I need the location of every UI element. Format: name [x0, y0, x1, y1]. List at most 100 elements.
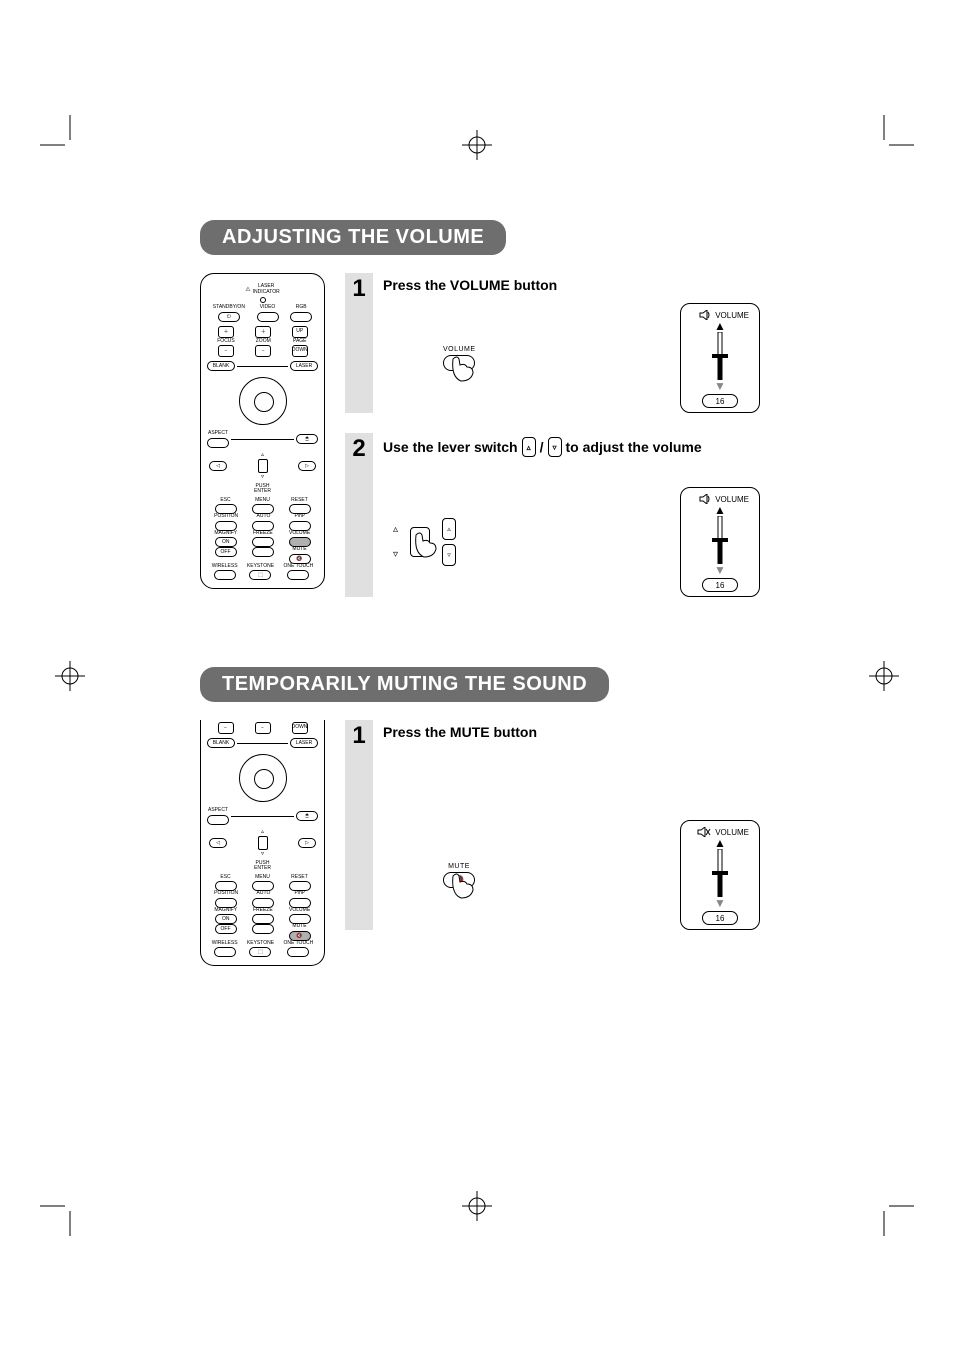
hand-icon	[449, 872, 485, 902]
step-mute: 1 Press the MUTE button MUTE 🔇	[345, 720, 760, 930]
remote-btn	[287, 947, 309, 957]
section-title-volume: ADJUSTING THE VOLUME	[200, 220, 506, 255]
speaker-icon	[699, 494, 711, 504]
remote-btn: ON	[215, 537, 237, 547]
remote-btn	[289, 898, 311, 908]
remote-btn: ⬚	[249, 947, 271, 957]
up-triangle-icon: ▵	[393, 524, 398, 535]
speaker-muted-icon	[697, 827, 711, 837]
up-arrow-icon: ▲	[714, 837, 726, 849]
remote-btn: −	[218, 722, 234, 734]
osd-value: 16	[702, 911, 738, 925]
step-2: 2 Use the lever switch ▵ / ▿ to adjust t…	[345, 433, 760, 597]
mute-button-illustration: MUTE 🔇	[443, 863, 475, 888]
volume-slider	[710, 849, 730, 897]
remote-btn	[215, 898, 237, 908]
remote-btn: −	[255, 345, 271, 357]
remote-btn	[257, 312, 279, 322]
remote-btn	[289, 521, 311, 531]
remote-btn: ＋	[255, 326, 271, 338]
remote-btn: BLANK	[207, 361, 235, 371]
lever-illustration: ▵▿ ▵ ▿	[393, 518, 456, 566]
remote-btn: 🖱	[296, 434, 318, 444]
remote-btn: BLANK	[207, 738, 235, 748]
remote-btn: ▷	[298, 461, 316, 471]
step-number: 2	[345, 433, 373, 597]
remote-btn: 🖱	[296, 811, 318, 821]
lever-down-icon: ▿	[548, 437, 562, 457]
remote-mute-button-highlight: 🔇	[289, 931, 311, 941]
down-arrow-icon: ▼	[714, 380, 726, 392]
crop-mark	[40, 1196, 80, 1236]
remote-lever	[258, 836, 268, 850]
remote-btn: ▷	[298, 838, 316, 848]
remote-btn	[287, 570, 309, 580]
remote-btn	[207, 815, 229, 825]
remote-btn: 🔇	[289, 554, 311, 564]
remote-btn: OFF	[215, 547, 237, 557]
remote-btn: UP	[292, 326, 308, 338]
step-number: 1	[345, 273, 373, 413]
down-arrow-icon: ▼	[714, 897, 726, 909]
remote-btn	[252, 924, 274, 934]
crop-mark	[40, 115, 80, 155]
remote-label: LASER INDICATOR	[253, 284, 280, 295]
remote-btn	[252, 898, 274, 908]
remote-btn: DOWN	[292, 722, 308, 734]
remote-btn: LASER	[290, 361, 318, 371]
remote-btn	[252, 914, 274, 924]
remote-btn: ⏻	[218, 312, 240, 322]
remote-btn	[252, 521, 274, 531]
remote-btn	[252, 537, 274, 547]
step-title: Use the lever switch ▵ / ▿ to adjust the…	[383, 437, 760, 457]
remote-btn	[252, 547, 274, 557]
registration-target	[55, 661, 85, 691]
remote-btn: ON	[215, 914, 237, 924]
step-title: Press the MUTE button	[383, 724, 760, 740]
remote-btn: ＋	[218, 326, 234, 338]
up-arrow-icon: ▲	[714, 320, 726, 332]
hand-icon	[412, 531, 448, 561]
crop-mark	[874, 1196, 914, 1236]
remote-btn	[214, 570, 236, 580]
volume-button-illustration: VOLUME	[443, 346, 476, 371]
remote-diagram-partial: − − DOWN BLANK LASER ASPECT 🖱 ◁ ▵▿	[200, 720, 325, 966]
remote-btn	[207, 438, 229, 448]
up-arrow-icon: ▲	[714, 504, 726, 516]
registration-target	[869, 661, 899, 691]
remote-btn: OFF	[215, 924, 237, 934]
hand-icon	[449, 355, 485, 385]
remote-btn: ◁	[209, 461, 227, 471]
volume-slider	[710, 332, 730, 380]
remote-dpad	[239, 377, 287, 425]
down-arrow-icon: ▼	[714, 564, 726, 576]
section-title-mute: TEMPORARILY MUTING THE SOUND	[200, 667, 609, 702]
lever-up-icon: ▵	[522, 437, 536, 457]
remote-btn: DOWN	[292, 345, 308, 357]
remote-btn	[215, 521, 237, 531]
speaker-icon	[699, 310, 711, 320]
remote-btn: ⬚	[249, 570, 271, 580]
osd-value: 16	[702, 578, 738, 592]
volume-slider	[710, 516, 730, 564]
remote-lever	[258, 459, 268, 473]
remote-btn: −	[255, 722, 271, 734]
remote-btn: LASER	[290, 738, 318, 748]
down-triangle-icon: ▿	[393, 549, 398, 560]
registration-target	[462, 1191, 492, 1221]
osd-volume: VOLUME ▲ ▼ 16	[680, 487, 760, 597]
registration-target	[462, 130, 492, 160]
osd-value: 16	[702, 394, 738, 408]
osd-volume: VOLUME ▲ ▼ 16	[680, 303, 760, 413]
step-1: 1 Press the VOLUME button VOLUME	[345, 273, 760, 413]
remote-btn	[214, 947, 236, 957]
osd-volume-muted: VOLUME ▲ ▼	[680, 820, 760, 930]
step-title: Press the VOLUME button	[383, 277, 760, 293]
remote-dpad	[239, 754, 287, 802]
remote-diagram-full: ⚠ LASER INDICATOR STANDBY/ON⏻ VIDEO RGB …	[200, 273, 325, 589]
step-number: 1	[345, 720, 373, 930]
remote-btn	[290, 312, 312, 322]
remote-btn: ◁	[209, 838, 227, 848]
crop-mark	[874, 115, 914, 155]
remote-btn: −	[218, 345, 234, 357]
